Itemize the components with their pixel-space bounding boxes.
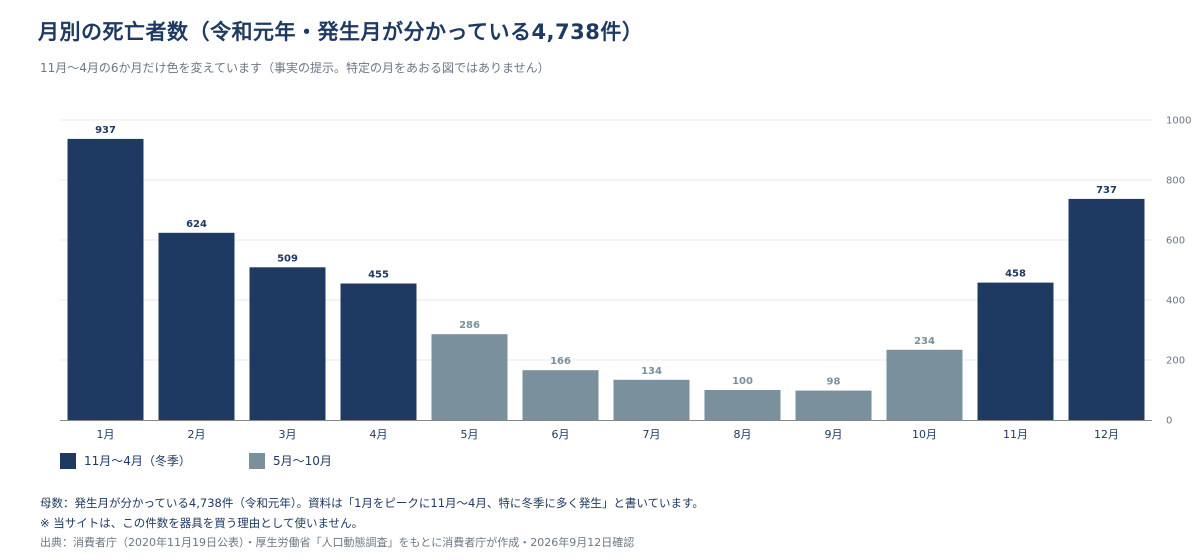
bar-value-label: 509	[277, 253, 298, 264]
x-tick-label: 7月	[643, 428, 661, 441]
x-tick-label: 12月	[1094, 428, 1119, 441]
legend-label-winter: 11月〜4月（冬季）	[84, 454, 191, 468]
bar-value-label: 166	[550, 356, 571, 367]
bar-value-label: 134	[641, 366, 662, 377]
bar	[613, 379, 690, 420]
bar	[431, 334, 508, 420]
footnote-population: 母数：発生月が分かっている4,738件（令和元年）。資料は「1月をピークに11月…	[40, 496, 704, 510]
bar	[1068, 198, 1145, 420]
bar	[795, 390, 872, 420]
x-tick-label: 10月	[912, 428, 937, 441]
y-tick-label: 800	[1166, 176, 1185, 187]
legend-item-other: 5月〜10月	[249, 452, 332, 469]
bar-value-label: 937	[95, 125, 116, 136]
bar-chart: 0 200 400 600 800 1000 937 1月 624 2月 509 3月 455 4月 286…	[60, 116, 1191, 441]
source-credit: 出典：消費者庁（2020年11月19日公表）・厚生労働省「人口動態調査」をもとに…	[40, 536, 635, 549]
x-tick-label: 2月	[188, 428, 206, 441]
bar	[340, 283, 417, 420]
bar-value-label: 286	[459, 320, 480, 331]
bar-value-label: 624	[186, 219, 207, 230]
legend-swatch-other	[249, 452, 265, 469]
x-tick-label: 6月	[552, 428, 570, 441]
legend-swatch-winter	[60, 452, 76, 469]
x-tick-label: 3月	[279, 428, 297, 441]
chart-subtitle: 11月〜4月の6か月だけ色を変えています（事実の提示。特定の月をあおる図ではあり…	[40, 61, 550, 75]
bar	[886, 349, 963, 420]
bar	[522, 370, 599, 420]
footnote-disclaimer: ※ 当サイトは、この件数を器具を買う理由として使いません。	[40, 516, 364, 530]
bar	[67, 138, 144, 420]
y-tick-label: 400	[1166, 296, 1185, 307]
legend-item-winter: 11月〜4月（冬季）	[60, 452, 191, 469]
bar-value-label: 98	[827, 377, 841, 388]
bar	[249, 267, 326, 420]
chart-title: 月別の死亡者数（令和元年・発生月が分かっている4,738件）	[38, 20, 644, 44]
y-tick-label: 0	[1166, 416, 1172, 427]
footer-notes: 母数：発生月が分かっている4,738件（令和元年）。資料は「1月をピークに11月…	[40, 493, 704, 553]
bar-value-label: 737	[1096, 185, 1117, 196]
bar-value-label: 234	[914, 336, 935, 347]
x-tick-label: 9月	[825, 428, 843, 441]
x-tick-label: 11月	[1003, 428, 1028, 441]
x-tick-label: 8月	[734, 428, 752, 441]
bar	[158, 232, 235, 420]
y-tick-label: 1000	[1166, 116, 1191, 127]
y-tick-label: 200	[1166, 356, 1185, 367]
y-tick-label: 600	[1166, 236, 1185, 247]
bar-value-label: 458	[1005, 269, 1026, 280]
x-tick-label: 5月	[461, 428, 479, 441]
bar-value-label: 455	[368, 270, 389, 281]
bar	[704, 390, 781, 420]
x-tick-label: 4月	[370, 428, 388, 441]
x-tick-label: 1月	[97, 428, 115, 441]
bar	[977, 282, 1054, 420]
legend-label-other: 5月〜10月	[273, 454, 332, 468]
bar-value-label: 100	[732, 376, 753, 387]
